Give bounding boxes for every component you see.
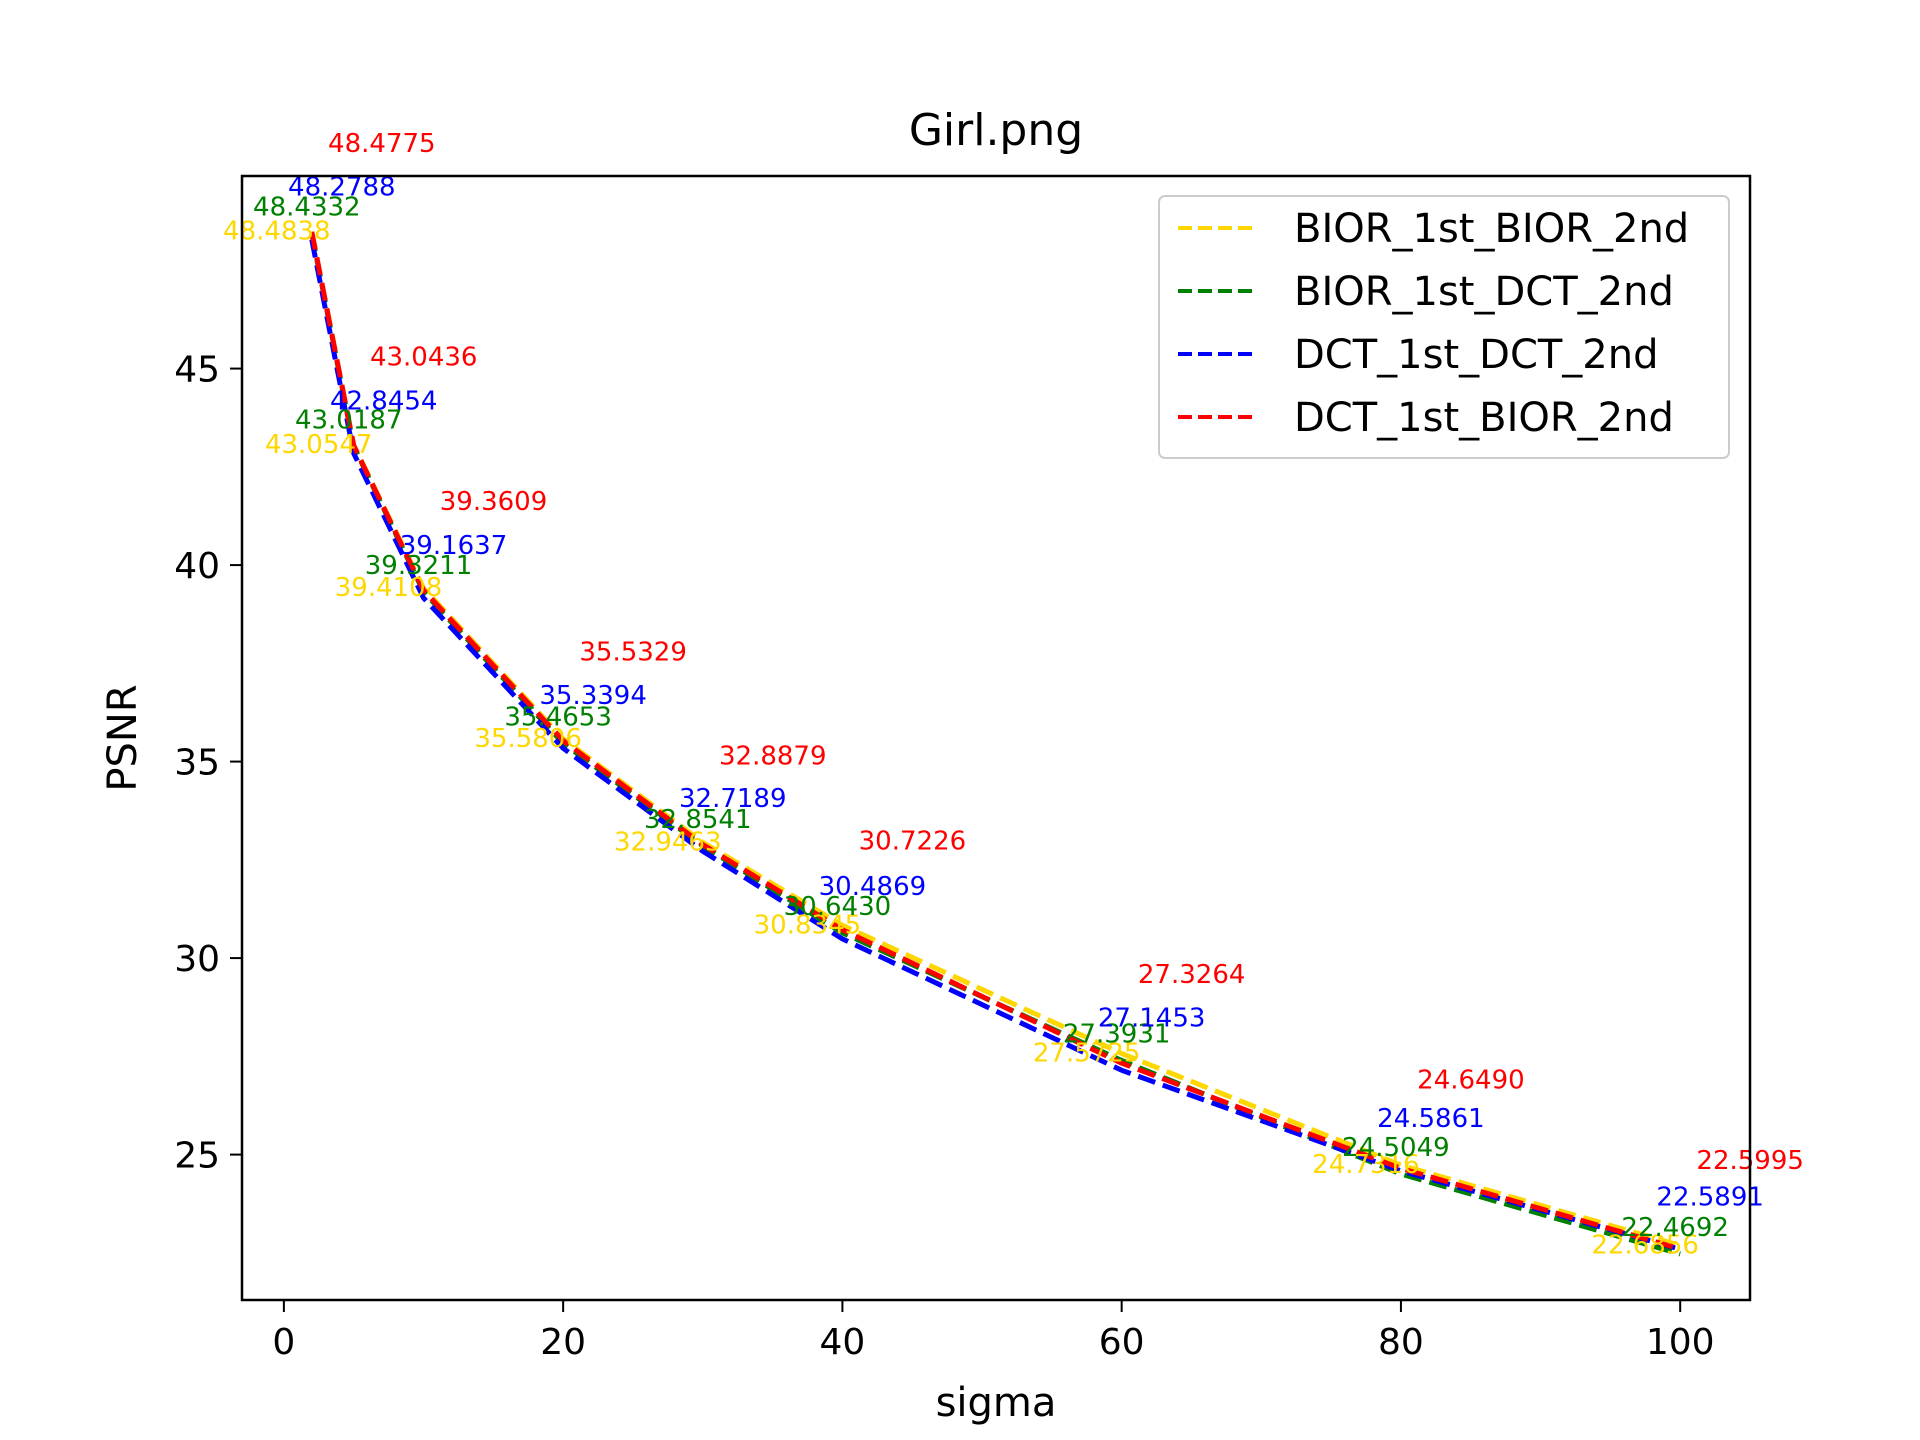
data-label: 32.7189	[679, 784, 787, 814]
x-tick-label: 0	[272, 1322, 295, 1363]
data-label: 22.6856	[1591, 1231, 1699, 1261]
x-tick-label: 80	[1378, 1322, 1424, 1363]
y-tick-label: 30	[174, 939, 220, 980]
x-axis-label: sigma	[936, 1380, 1057, 1426]
x-axis: 0 20 40 60 80 100	[272, 1300, 1715, 1363]
data-label: 30.8345	[754, 910, 862, 940]
y-tick-label: 40	[174, 546, 220, 587]
data-label: 32.8879	[719, 742, 827, 772]
data-label: 27.3931	[1063, 1020, 1171, 1050]
data-label: 48.4775	[328, 129, 436, 159]
series-line	[309, 239, 1681, 1252]
data-label: 35.4653	[504, 702, 612, 732]
y-tick-label: 35	[174, 743, 220, 784]
y-tick-label: 25	[174, 1136, 220, 1177]
data-label: 39.3211	[365, 551, 473, 581]
x-tick-label: 100	[1646, 1322, 1715, 1363]
data-label: 27.5725	[1033, 1038, 1141, 1068]
data-label: 43.0187	[295, 405, 403, 435]
data-label: 24.6490	[1417, 1065, 1525, 1095]
data-label: 32.9463	[614, 827, 722, 857]
data-label: 22.4692	[1621, 1213, 1729, 1243]
data-label: 48.2788	[288, 173, 396, 203]
data-label: 42.8454	[330, 386, 438, 416]
legend-label: DCT_1st_DCT_2nd	[1294, 332, 1659, 378]
series-layer	[309, 231, 1681, 1257]
legend-label: BIOR_1st_BIOR_2nd	[1294, 206, 1689, 252]
data-label: 39.4108	[335, 573, 443, 603]
plot-area-frame	[240, 174, 1752, 1302]
data-label: 35.5806	[474, 724, 582, 754]
series-line	[309, 231, 1681, 1252]
legend-box	[1158, 195, 1730, 459]
legend: BIOR_1st_BIOR_2nd BIOR_1st_DCT_2nd DCT_1…	[1158, 195, 1730, 459]
y-axis: 25 30 35 40 45	[174, 350, 242, 1177]
data-label-layer: 48.483843.054739.410835.580632.946330.83…	[223, 129, 1804, 1261]
y-tick-label: 45	[174, 350, 220, 391]
data-label: 22.5891	[1656, 1182, 1764, 1212]
chart-title: Girl.png	[909, 105, 1083, 156]
y-axis-label: PSNR	[100, 684, 146, 791]
x-tick-label: 60	[1099, 1322, 1145, 1363]
data-label: 24.5861	[1377, 1104, 1485, 1134]
data-label: 24.5049	[1342, 1133, 1450, 1163]
data-label: 24.7316	[1312, 1150, 1420, 1180]
data-label: 30.7226	[859, 827, 967, 857]
data-label: 27.1453	[1098, 1003, 1206, 1033]
legend-label: DCT_1st_BIOR_2nd	[1294, 395, 1674, 441]
data-label: 39.1637	[400, 531, 508, 561]
data-label: 48.4332	[253, 193, 361, 223]
x-tick-label: 20	[540, 1322, 586, 1363]
data-label: 35.5329	[579, 638, 687, 668]
data-label: 27.3264	[1138, 960, 1246, 990]
data-label: 35.3394	[539, 681, 647, 711]
data-label: 30.4869	[819, 872, 927, 902]
data-label: 43.0436	[370, 342, 478, 372]
x-tick-label: 40	[820, 1322, 866, 1363]
data-label: 32.8541	[644, 805, 752, 835]
data-label: 43.0547	[265, 430, 373, 460]
legend-label: BIOR_1st_DCT_2nd	[1294, 269, 1674, 315]
data-label: 39.3609	[440, 487, 548, 517]
data-label: 30.6430	[784, 892, 892, 922]
